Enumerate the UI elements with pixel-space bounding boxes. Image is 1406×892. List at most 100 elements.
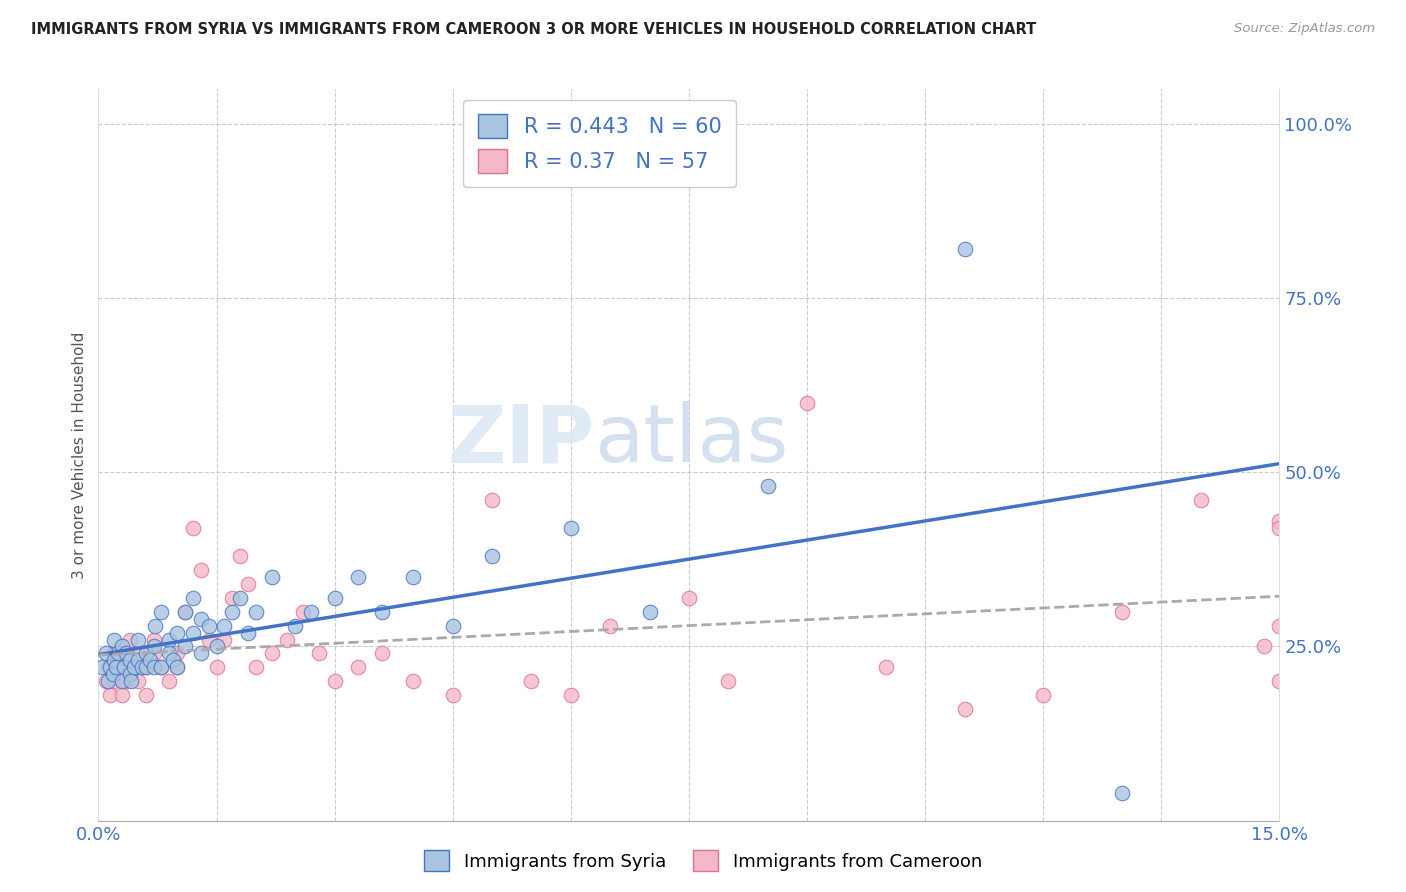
Point	[174, 640, 197, 654]
Point	[402, 674, 425, 689]
Point	[292, 605, 315, 619]
Point	[142, 660, 165, 674]
Point	[197, 618, 219, 632]
Point	[953, 243, 976, 257]
Point	[143, 618, 166, 632]
Point	[245, 660, 267, 674]
Point	[111, 647, 134, 661]
Point	[236, 576, 259, 591]
Point	[142, 647, 165, 661]
Point	[174, 605, 197, 619]
Point	[115, 647, 138, 661]
Point	[107, 647, 129, 661]
Point	[157, 632, 180, 647]
Point	[1268, 521, 1291, 535]
Point	[953, 702, 976, 716]
Point	[214, 618, 236, 632]
Point	[91, 660, 114, 674]
Point	[142, 640, 165, 654]
Point	[276, 632, 298, 647]
Point	[1268, 514, 1291, 528]
Point	[103, 632, 125, 647]
Point	[717, 674, 740, 689]
Point	[323, 591, 346, 605]
Point	[157, 674, 180, 689]
Point	[221, 605, 243, 619]
Point	[98, 660, 121, 674]
Point	[181, 521, 204, 535]
Point	[260, 647, 283, 661]
Point	[347, 660, 370, 674]
Point	[181, 591, 204, 605]
Point	[796, 395, 818, 409]
Point	[127, 653, 149, 667]
Point	[284, 618, 307, 632]
Point	[107, 660, 129, 674]
Point	[150, 660, 173, 674]
Point	[260, 570, 283, 584]
Point	[104, 660, 127, 674]
Point	[96, 674, 118, 689]
Point	[118, 632, 141, 647]
Point	[236, 625, 259, 640]
Point	[229, 591, 252, 605]
Point	[138, 653, 160, 667]
Point	[308, 647, 330, 661]
Y-axis label: 3 or more Vehicles in Household: 3 or more Vehicles in Household	[72, 331, 87, 579]
Point	[112, 660, 135, 674]
Point	[638, 605, 661, 619]
Point	[1111, 786, 1133, 800]
Point	[174, 605, 197, 619]
Point	[166, 660, 188, 674]
Point	[371, 647, 394, 661]
Point	[118, 653, 141, 667]
Point	[214, 632, 236, 647]
Point	[441, 618, 464, 632]
Point	[135, 660, 157, 674]
Point	[1253, 640, 1275, 654]
Point	[560, 688, 582, 702]
Legend: R = 0.443   N = 60, R = 0.37   N = 57: R = 0.443 N = 60, R = 0.37 N = 57	[463, 100, 735, 187]
Point	[481, 549, 503, 563]
Point	[166, 625, 188, 640]
Point	[97, 674, 120, 689]
Point	[190, 647, 212, 661]
Point	[115, 674, 138, 689]
Point	[402, 570, 425, 584]
Point	[111, 688, 134, 702]
Point	[1111, 605, 1133, 619]
Point	[101, 667, 124, 681]
Point	[181, 625, 204, 640]
Point	[1268, 674, 1291, 689]
Point	[103, 647, 125, 661]
Point	[127, 674, 149, 689]
Point	[1268, 618, 1291, 632]
Point	[111, 674, 134, 689]
Point	[98, 688, 121, 702]
Point	[599, 618, 621, 632]
Point	[245, 605, 267, 619]
Point	[103, 674, 125, 689]
Point	[347, 570, 370, 584]
Point	[190, 612, 212, 626]
Point	[1032, 688, 1054, 702]
Point	[127, 632, 149, 647]
Point	[229, 549, 252, 563]
Point	[111, 640, 134, 654]
Text: Source: ZipAtlas.com: Source: ZipAtlas.com	[1234, 22, 1375, 36]
Point	[131, 660, 153, 674]
Point	[118, 660, 141, 674]
Point	[756, 479, 779, 493]
Point	[150, 605, 173, 619]
Point	[875, 660, 897, 674]
Point	[481, 493, 503, 508]
Point	[150, 660, 173, 674]
Point	[441, 688, 464, 702]
Point	[96, 647, 118, 661]
Point	[205, 640, 228, 654]
Point	[162, 653, 184, 667]
Point	[166, 660, 188, 674]
Point	[221, 591, 243, 605]
Point	[103, 653, 125, 667]
Point	[166, 647, 188, 661]
